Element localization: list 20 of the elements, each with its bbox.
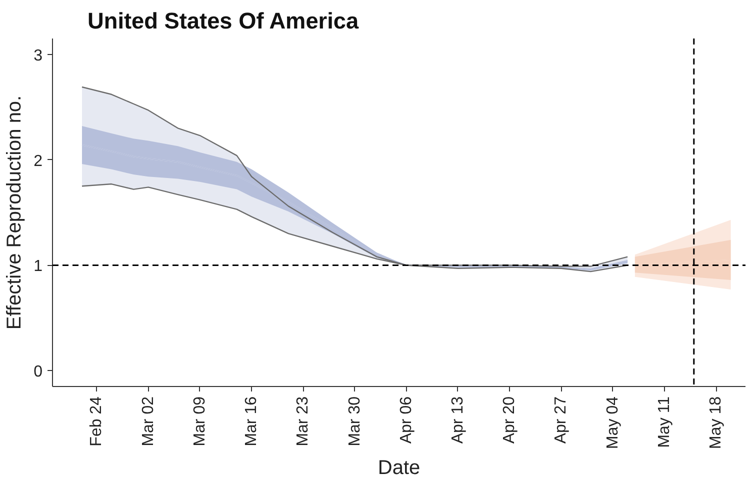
x-tick-label: Feb 24	[88, 396, 106, 446]
y-tick-label: 1	[34, 258, 43, 276]
chart-title: United States Of America	[88, 8, 360, 34]
x-tick-label: Mar 02	[140, 396, 157, 446]
y-tick-label: 0	[34, 364, 43, 381]
x-tick-label: May 18	[708, 396, 725, 449]
x-tick-label: Mar 09	[191, 396, 208, 446]
x-tick-label: Apr 13	[449, 396, 466, 444]
x-tick-label: Apr 06	[398, 396, 415, 444]
x-tick-label: May 11	[656, 396, 673, 448]
x-tick-label: Apr 20	[501, 396, 518, 444]
y-axis-title: Effective Reproduction no.	[4, 95, 26, 330]
x-tick-label: Mar 16	[243, 396, 260, 446]
x-tick-label: Mar 30	[346, 396, 364, 446]
x-tick-label: May 04	[604, 396, 622, 449]
y-tick-label: 2	[34, 152, 43, 170]
y-tick-label: 3	[34, 47, 43, 64]
x-tick-label: Apr 27	[552, 396, 570, 444]
x-axis-title: Date	[378, 456, 420, 479]
x-tick-label: Mar 23	[294, 396, 312, 446]
